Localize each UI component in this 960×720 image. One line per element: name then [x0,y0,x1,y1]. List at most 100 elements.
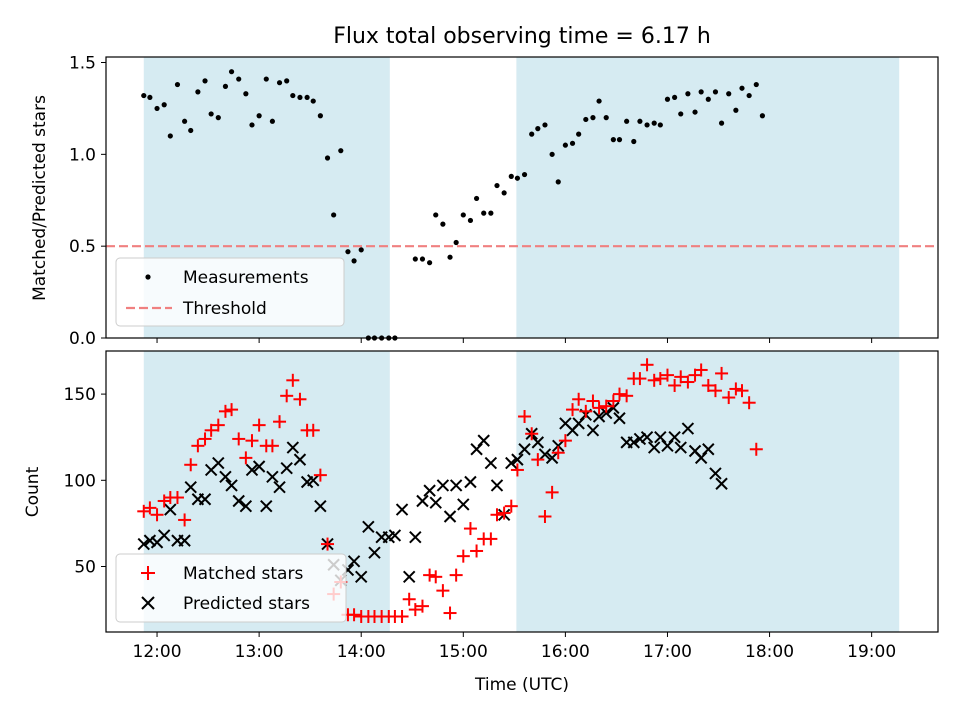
matched-star-marker [415,599,429,613]
matched-star-marker [545,485,559,499]
measurement-point [228,69,235,75]
measurement-point [501,190,507,196]
measurement-point [269,118,275,124]
measurement-point [331,212,337,218]
x-tick-label: 17:00 [643,642,692,662]
matched-star-marker [633,372,647,386]
measurement-point [644,122,650,128]
predicted-star-marker [245,463,259,477]
matched-star-marker [191,439,205,453]
predicted-star-marker [592,410,606,423]
predicted-star-marker [143,534,157,547]
measurement-point [603,115,609,121]
legend-label-measurements: Measurements [183,268,309,288]
x-tick-label: 13:00 [235,642,284,662]
predicted-star-marker [293,453,307,466]
predicted-star-points [137,401,728,587]
matched-star-marker [599,399,613,413]
predicted-star-marker [545,451,559,465]
matched-star-marker [653,372,667,386]
measurement-point [202,78,208,84]
matched-star-marker [436,584,450,598]
matched-star-marker [647,373,661,387]
x-tick-label: 16:00 [541,642,590,662]
matched-star-marker [490,508,504,522]
measurement-point [705,96,711,102]
matched-star-marker [586,394,600,408]
measurement-point [685,91,691,97]
matched-star-marker [484,532,498,546]
matched-star-marker [347,608,361,622]
matched-star-marker [470,544,484,558]
matched-star-marker [606,394,620,408]
matched-star-marker [449,568,463,582]
measurement-point [549,151,555,157]
measurement-point [596,98,602,104]
predicted-star-marker [395,503,409,516]
measurement-point [712,89,719,95]
y-tick-label: 150 [64,385,96,405]
measurement-point [610,137,616,143]
matched-star-marker [518,410,532,424]
measurement-point [256,113,262,119]
bottom-axes-frame [105,350,939,633]
measurement-point [631,138,637,145]
predicted-star-marker [178,534,191,547]
predicted-star-marker [538,448,552,461]
top-legend: Measurements Threshold [115,257,345,327]
measurement-point [590,115,596,121]
predicted-star-marker [586,424,600,437]
matched-star-marker [640,358,654,372]
predicted-star-marker [260,499,273,513]
predicted-star-marker [388,529,402,542]
predicted-star-marker [709,467,722,480]
matched-star-marker [729,382,743,396]
measurement-point [141,92,147,99]
matched-star-marker [572,392,586,406]
top-axes-frame [105,56,939,339]
legend-label-threshold: Threshold [182,299,267,319]
matched-star-marker [708,384,722,398]
predicted-star-marker [613,412,626,425]
matched-star-marker [749,442,763,456]
matched-star-marker [681,375,695,389]
measurement-point [188,127,194,134]
measurement-point [195,89,201,95]
matched-star-marker [456,549,470,563]
matched-star-marker [184,458,198,472]
measurement-point [467,217,474,224]
bottom-legend-box [115,553,347,623]
top-y-axis-label: Matched/Predicted stars [30,95,50,301]
measurement-point [733,107,739,113]
measurement-point [222,83,229,89]
matched-star-marker [566,403,580,417]
y-tick-label: 1.0 [69,145,96,165]
measurement-point [310,98,316,104]
predicted-star-marker [490,479,504,492]
predicted-star-marker [654,430,667,444]
predicted-star-marker [402,570,416,584]
measurement-point [427,260,433,266]
matched-star-marker [715,366,729,380]
matched-star-marker [402,592,416,606]
measurement-point [236,76,242,82]
x-tick-label: 18:00 [745,642,794,662]
x-tick-label: 15:00 [439,642,488,662]
predicted-star-marker [443,510,457,523]
predicted-star-marker [518,443,531,456]
predicted-star-marker [572,417,585,430]
matched-star-marker [620,389,634,403]
matched-star-marker [245,434,259,448]
measurement-point [651,120,657,126]
top-y-ticks: 0.0 0.5 1.0 1.5 [69,54,106,349]
predicted-star-marker [552,439,565,453]
predicted-star-marker [212,456,225,470]
measurement-point [521,171,528,178]
measurement-point [243,91,249,97]
matched-star-marker [178,513,192,527]
predicted-star-marker [477,434,490,447]
measurement-point [473,195,480,202]
chart-title: Flux total observing time = 6.17 h [333,24,711,49]
measurement-point [284,78,290,84]
measurement-point [569,140,576,146]
